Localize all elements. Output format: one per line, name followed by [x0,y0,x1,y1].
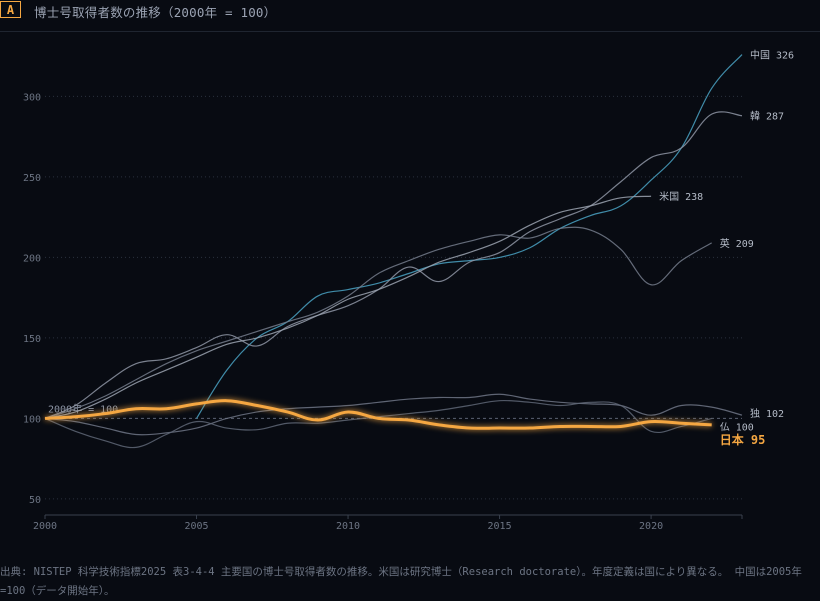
series-end-label-独: 独 102 [750,407,784,420]
series-line-日本 [44,399,712,430]
x-tick-label: 2015 [488,521,512,532]
x-tick-label: 2020 [639,521,663,532]
series-end-label-中国: 中国 326 [750,49,794,62]
y-tick-label: 100 [23,414,41,425]
chart-title: 博士号取得者数の推移（2000年 = 100） [34,5,277,20]
series-line-仏 [44,399,712,449]
panel-badge: A [0,1,21,18]
y-tick-label: 200 [23,253,41,264]
series-line-米国 [44,195,652,419]
x-tick-label: 2010 [336,521,360,532]
x-tick-label: 2000 [33,521,57,532]
series-line-中国 [196,54,743,419]
series-end-label-韓: 韓 287 [750,111,784,123]
series-end-label-米国: 米国 238 [659,190,703,203]
y-tick-label: 250 [23,173,41,184]
y-tick-label: 150 [23,334,41,345]
x-tick-label: 2005 [184,521,208,532]
y-tick-label: 50 [29,495,41,506]
series-line-英 [44,226,712,419]
series-end-label-英: 英 209 [720,237,754,250]
y-tick-label: 300 [23,92,41,103]
series-end-label-日本: 日本 95 [720,432,766,447]
series-line-韓 [44,111,743,419]
source-note: 出典: NISTEP 科学技術指標2025 表3-4-4 主要国の博士号取得者数… [0,566,802,597]
chart-header: A 博士号取得者数の推移（2000年 = 100） [0,0,820,32]
series-end-label-仏: 仏 100 [720,421,754,433]
series-line-独 [44,393,743,436]
